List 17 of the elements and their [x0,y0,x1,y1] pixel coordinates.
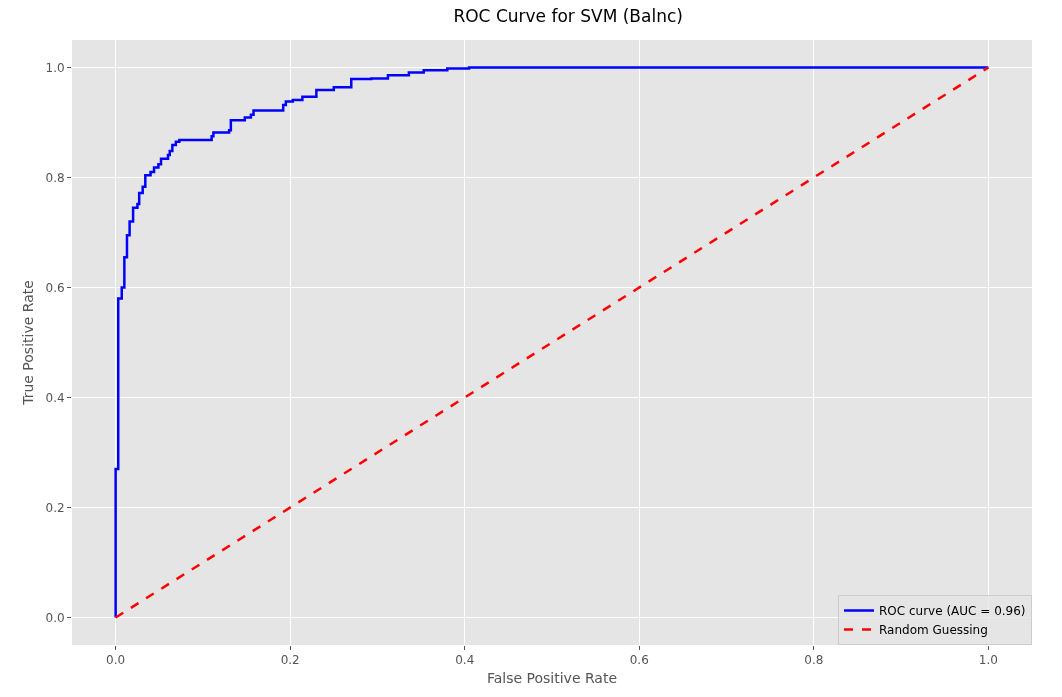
y-tick-label: 0.4 [45,390,65,405]
x-tick-label: 0.8 [804,653,824,668]
y-tick-label: 1.0 [45,60,65,75]
x-tick-label: 0.4 [455,653,475,668]
x-tick-label: 0.6 [629,653,649,668]
chart-title: ROC Curve for SVM (Balnc) [453,6,683,27]
y-tick-label: 0.6 [45,280,65,295]
legend-label: Random Guessing [879,623,988,638]
x-axis-title: False Positive Rate [486,669,618,686]
legend-label: ROC curve (AUC = 0.96) [879,604,1026,619]
x-tick-label: 0.2 [280,653,300,668]
y-tick-label: 0.2 [45,500,65,515]
x-tick-label: 0.0 [106,653,126,668]
x-tick-label: 1.0 [978,653,998,668]
y-axis-title: True Positive Rate [20,280,37,406]
y-tick-label: 0.0 [45,610,65,625]
y-tick-label: 0.8 [45,170,65,185]
